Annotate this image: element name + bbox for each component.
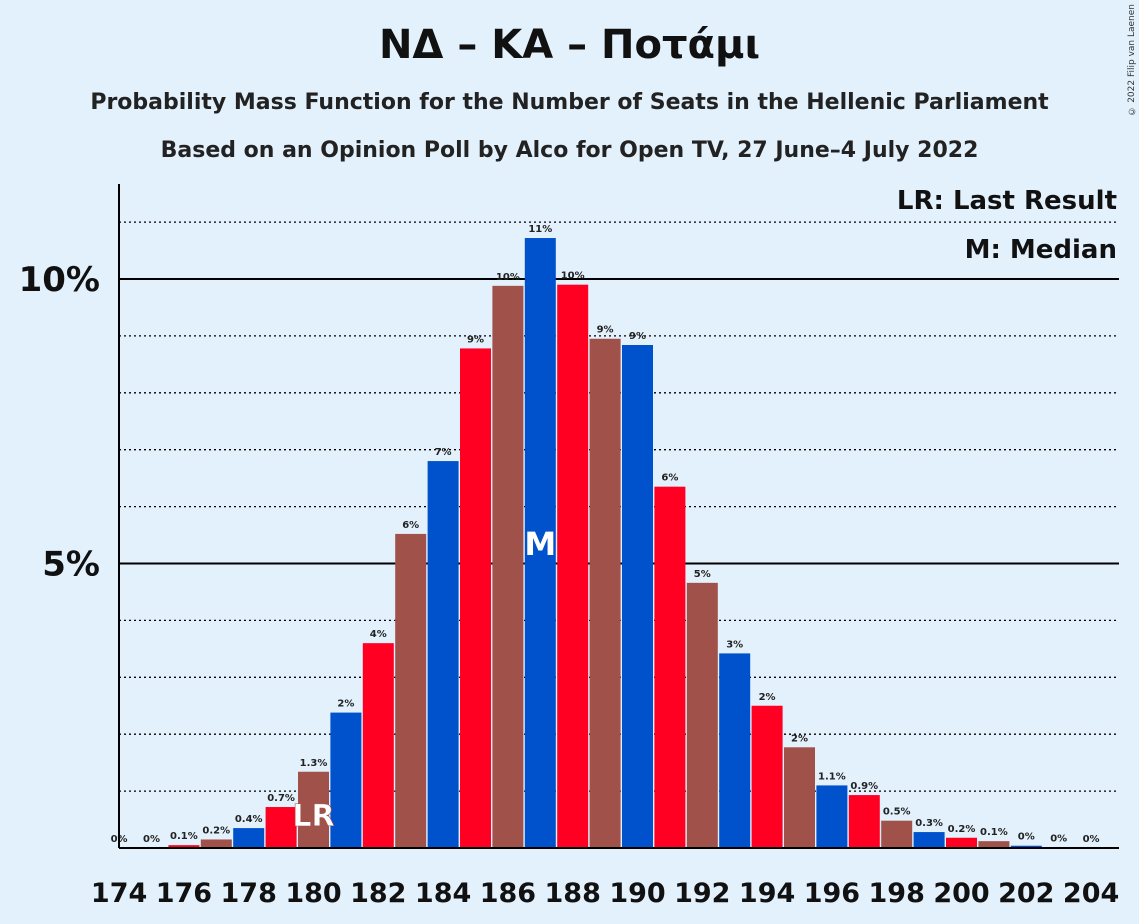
bar-seat-189: [589, 338, 621, 848]
value-label-184: 7%: [435, 447, 452, 458]
y-tick-label: 5%: [42, 545, 100, 585]
value-label-199: 0.3%: [915, 818, 943, 829]
value-label-180: 1.3%: [300, 758, 328, 769]
value-label-202: 0%: [1018, 832, 1035, 843]
value-label-200: 0.2%: [948, 824, 976, 835]
x-tick-label: 180: [285, 878, 341, 909]
bar-seat-194: [751, 705, 783, 848]
bar-seat-181: [330, 712, 362, 848]
chart-title: ΝΔ – ΚΑ – Ποτάμι: [378, 22, 761, 68]
axes-group: 5% 10% 174 176 178 180 182 184 186 188 190 192 194 19…: [19, 184, 1119, 909]
x-tick-label: 190: [609, 878, 665, 909]
bar-seat-185: [460, 348, 491, 848]
x-tick-label: 178: [221, 878, 277, 909]
bar-seat-193: [719, 653, 751, 848]
value-label-193: 3%: [726, 639, 743, 650]
bars-group: [168, 238, 1075, 849]
median-marker: M: [524, 525, 556, 563]
bar-seat-201: [978, 841, 1010, 848]
value-label-192: 5%: [694, 569, 711, 580]
value-label-190: 9%: [629, 331, 646, 342]
bar-seat-186: [492, 285, 524, 848]
x-tick-label: 194: [739, 878, 795, 909]
x-tick-label: 192: [674, 878, 730, 909]
chart-subtitle: Probability Mass Function for the Number…: [90, 90, 1049, 115]
bar-seat-188: [557, 284, 589, 848]
value-label-188: 10%: [561, 271, 585, 282]
x-tick-label: 196: [804, 878, 860, 909]
value-label-186: 10%: [496, 272, 520, 283]
bar-seat-200: [946, 837, 977, 848]
value-label-183: 6%: [402, 520, 419, 531]
x-tick-label: 174: [91, 878, 147, 909]
x-tick-label: 204: [1063, 878, 1119, 909]
bar-seat-177: [200, 839, 232, 848]
x-tick-label: 202: [998, 878, 1054, 909]
value-label-181: 2%: [337, 699, 354, 710]
bar-seat-184: [427, 461, 459, 848]
value-label-203: 0%: [1050, 833, 1067, 844]
bar-seat-192: [686, 582, 718, 848]
bar-seat-178: [233, 828, 265, 848]
x-tick-label: 186: [480, 878, 536, 909]
last-result-marker: LR: [292, 799, 334, 834]
bar-seat-187: [524, 238, 556, 849]
bar-seat-176: [168, 845, 200, 848]
bar-seat-198: [881, 820, 913, 848]
bar-seat-179: [265, 807, 297, 848]
y-tick-label: 10%: [19, 260, 100, 300]
bar-seat-196: [816, 785, 848, 848]
legend-last-result: LR: Last Result: [897, 186, 1117, 216]
value-label-177: 0.2%: [202, 825, 230, 836]
value-label-185: 9%: [467, 334, 484, 345]
value-label-182: 4%: [370, 629, 387, 640]
x-tick-label: 184: [415, 878, 471, 909]
value-label-204: 0%: [1083, 834, 1100, 845]
value-label-196: 1.1%: [818, 771, 846, 782]
value-label-195: 2%: [791, 733, 808, 744]
x-tick-label: 176: [156, 878, 212, 909]
value-label-189: 9%: [597, 325, 614, 336]
x-tick-label: 188: [545, 878, 601, 909]
value-label-201: 0.1%: [980, 827, 1008, 838]
value-label-179: 0.7%: [267, 793, 295, 804]
value-label-194: 2%: [759, 692, 776, 703]
value-label-178: 0.4%: [235, 814, 263, 825]
bar-seat-183: [395, 533, 427, 848]
bar-seat-180: [298, 771, 329, 848]
bar-seat-197: [848, 795, 880, 848]
bar-seat-182: [362, 643, 394, 848]
x-tick-label: 200: [933, 878, 989, 909]
bar-seat-202: [1010, 845, 1042, 848]
x-tick-label: 182: [350, 878, 406, 909]
x-tick-label: 198: [869, 878, 925, 909]
value-label-198: 0.5%: [883, 807, 911, 818]
value-label-176: 0.1%: [170, 831, 198, 842]
bar-seat-190: [622, 345, 653, 848]
bar-seat-199: [913, 832, 945, 848]
bar-seat-191: [654, 486, 686, 848]
value-label-187: 11%: [528, 224, 552, 235]
legend-median: M: Median: [965, 235, 1117, 265]
value-labels-group: 0% 0% 0.1% 0.2% 0.4% 0.7% 1.3% LR 2% 4% 6% 7% 9% 10% 1…: [111, 224, 1100, 845]
value-label-197: 0.9%: [850, 781, 878, 792]
bar-seat-195: [784, 747, 815, 848]
chart-subtitle-source: Based on an Opinion Poll by Alco for Ope…: [160, 138, 979, 163]
value-label-175: 0%: [143, 834, 160, 845]
value-label-191: 6%: [661, 473, 678, 484]
